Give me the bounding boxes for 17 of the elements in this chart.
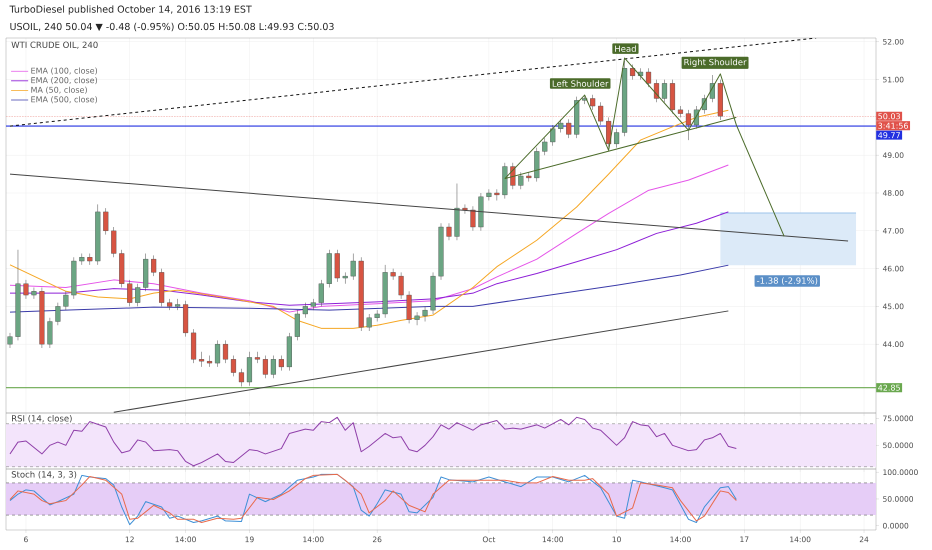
annotation: Left Shoulder bbox=[552, 80, 608, 87]
chart-title: RSI (14, close) bbox=[12, 414, 72, 423]
annotation: Right Shoulder bbox=[684, 58, 747, 67]
ref-line-label: 50.03 bbox=[878, 113, 900, 120]
legend-label: MA (50, close) bbox=[31, 86, 87, 94]
ref-line-label: 49.77 bbox=[878, 132, 900, 138]
annotation: Head bbox=[615, 45, 636, 52]
chart-title: Stoch (14, 3, 3) bbox=[12, 471, 76, 479]
chart-title: WTI CRUDE OIL, 240 bbox=[11, 42, 98, 49]
annotation: -1.38 (-2.91%) bbox=[756, 277, 818, 285]
text: USOIL, 240 50.04 ▼ -0.48 (-0.95%) O:50.05 H:50.08 L:49.93 C:50.03 bbox=[10, 22, 334, 32]
legend-label: EMA (500, close) bbox=[31, 96, 98, 104]
legend-label: EMA (100, close) bbox=[31, 67, 98, 75]
text: 3:41:56 bbox=[878, 122, 908, 129]
ref-line-label: 42.85 bbox=[878, 384, 900, 391]
legend-label: EMA (200, close) bbox=[31, 77, 98, 84]
chart-subtitle: TurboDiesel published October 14, 2016 13:19 EST bbox=[10, 5, 252, 15]
